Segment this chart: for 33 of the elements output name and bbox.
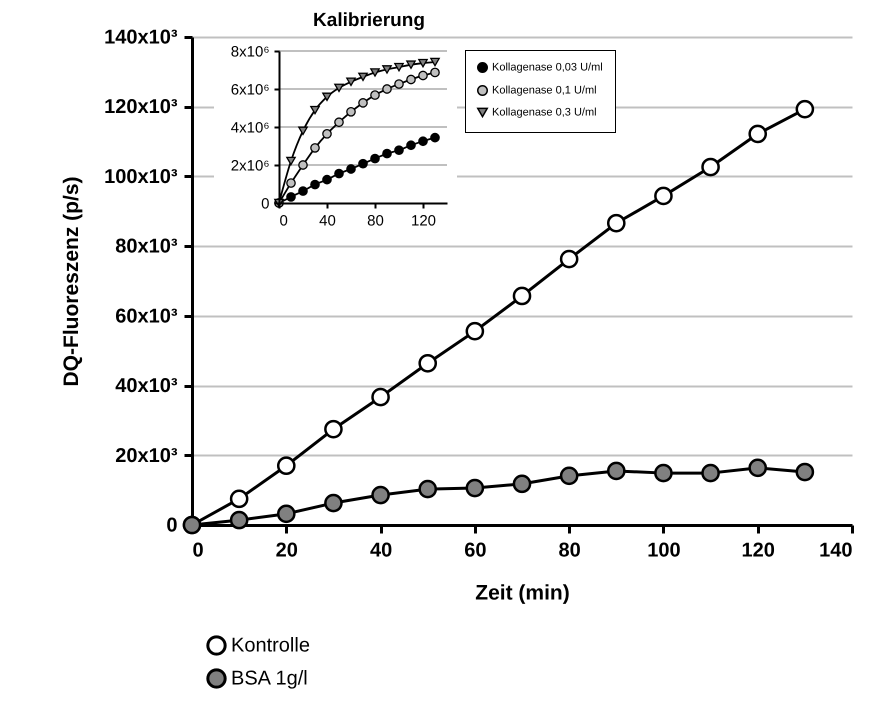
legend-label: Kontrolle: [231, 634, 310, 656]
y-tick-label: 0: [261, 196, 270, 212]
x-tick-label: 60: [464, 540, 486, 562]
x-axis-title: Zeit (min): [475, 582, 570, 604]
y-axis-title: DQ-Fluoreszenz (p/s): [60, 176, 84, 387]
x-tick-label: 100: [647, 540, 681, 562]
x-tick-label: 140: [819, 540, 852, 562]
y-tick-label: 2x10⁶: [230, 158, 270, 174]
x-tick-label: 0: [192, 540, 204, 562]
legend-label: Kollagenase 0,03 U/ml: [492, 62, 603, 74]
y-tick-label: 6x10⁶: [230, 82, 270, 98]
x-tick-label: 20: [276, 540, 298, 562]
x-tick-label: 80: [367, 212, 384, 230]
legend-label: BSA 1g/l: [231, 668, 308, 690]
y-tick-label: 0: [166, 514, 178, 536]
x-tick-label: 80: [558, 540, 581, 562]
y-tick-label: 40x10³: [115, 375, 178, 398]
x-tick-label: 40: [370, 540, 392, 562]
x-tick-label: 0: [280, 212, 288, 230]
y-tick-label: 4x10⁶: [230, 120, 270, 136]
y-tick-label: 20x10³: [115, 444, 178, 467]
y-tick-label: 80x10³: [115, 236, 178, 258]
y-tick-label: 8x10⁶: [230, 44, 270, 60]
y-tick-label: 100x10³: [104, 166, 178, 188]
legend-label: Kollagenase 0,1 U/ml: [492, 84, 597, 96]
x-tick-label: 40: [319, 212, 336, 230]
y-tick-label: 120x10³: [104, 96, 178, 118]
y-tick-label: 140x10³: [104, 26, 178, 48]
y-tick-label: 60x10³: [115, 305, 178, 328]
x-tick-label: 120: [410, 212, 436, 230]
legend-label: Kollagenase 0,3 U/ml: [492, 106, 597, 118]
chart-title: Kalibrierung: [313, 10, 425, 31]
x-tick-label: 120: [742, 540, 775, 562]
